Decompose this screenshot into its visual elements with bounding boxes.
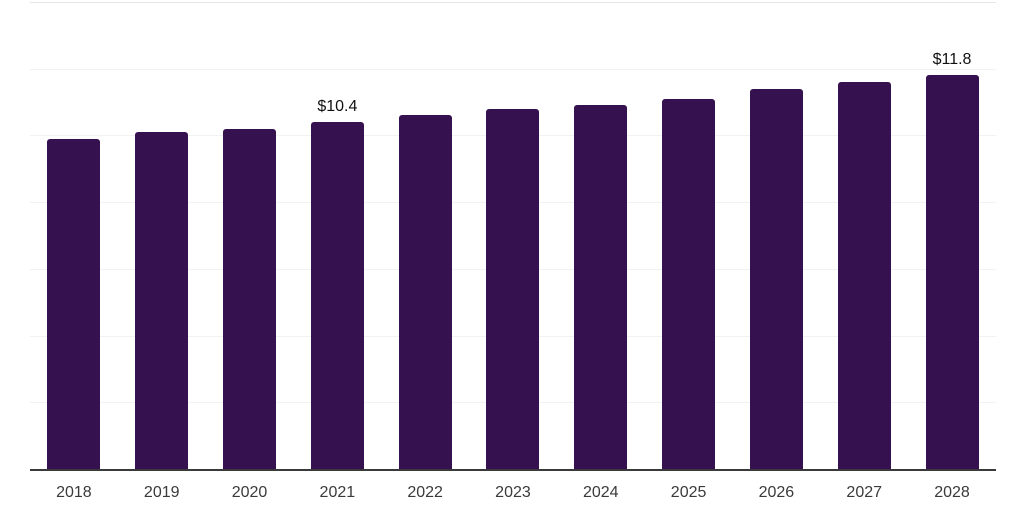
x-axis-tick-label-2020: 2020 (231, 484, 268, 501)
bar-slot-2025 (645, 2, 733, 469)
bar-2023 (486, 108, 540, 469)
bar-2026 (749, 88, 803, 469)
bar-slot-2024 (557, 2, 645, 469)
bar-slot-2023 (469, 2, 557, 469)
bar-2020 (223, 128, 277, 469)
x-axis-tick-label-2028: 2028 (934, 484, 970, 501)
x-axis-tick-label-2024: 2024 (582, 484, 619, 501)
bar-2021 (310, 122, 364, 469)
bar-2019 (135, 132, 189, 469)
bar-slot-2022 (381, 2, 469, 469)
x-axis-tick-label-2025: 2025 (670, 484, 707, 501)
bar-slot-2021: $10.4 (293, 2, 381, 469)
bar-slot-2018 (30, 2, 118, 469)
bar-slot-2027 (820, 2, 908, 469)
bar-slot-2028: $11.8 (908, 2, 996, 469)
plot-area: $10.4 $11.8 (30, 2, 996, 471)
bar-slot-2020 (206, 2, 294, 469)
x-axis-tick-label-2018: 2018 (56, 484, 92, 501)
bar-2022 (398, 115, 452, 469)
bar-2025 (662, 98, 716, 469)
x-axis-tick-label-2026: 2026 (758, 484, 795, 501)
bar-slot-2026 (733, 2, 821, 469)
bar-2028 (925, 75, 979, 469)
bars: $10.4 $11.8 (30, 2, 996, 469)
bar-2027 (837, 82, 891, 469)
bar-2018 (47, 138, 101, 469)
x-axis-tick-label-2023: 2023 (495, 484, 531, 501)
x-axis-tick-label-2022: 2022 (407, 484, 443, 501)
bar-slot-2019 (118, 2, 206, 469)
gridline (30, 68, 996, 70)
bar-2024 (574, 105, 628, 469)
x-axis-labels: 2018 2019 2020 2021 2022 2023 2024 2025 2026 2027… (30, 483, 996, 502)
bar-value-label-2021: $10.4 (317, 98, 358, 116)
gridline (30, 2, 996, 3)
x-axis-tick-label-2021: 2021 (319, 484, 356, 501)
x-axis-tick-label-2027: 2027 (846, 484, 883, 501)
bar-value-label-2028: $11.8 (932, 51, 972, 69)
x-axis-tick-label-2019: 2019 (143, 484, 180, 501)
